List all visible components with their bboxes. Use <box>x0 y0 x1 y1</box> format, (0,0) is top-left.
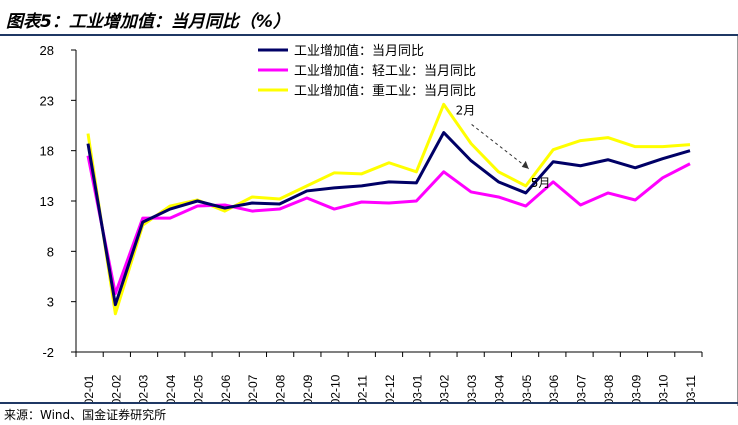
x-tick-label: 02-07 <box>246 374 260 402</box>
x-tick-label: 02-08 <box>274 374 288 402</box>
x-tick-label: 02-09 <box>301 374 315 402</box>
series-line-1 <box>86 155 691 296</box>
x-tick-label: 03-07 <box>575 374 589 402</box>
x-tick-label: 02-05 <box>191 374 205 402</box>
x-tick-label: 03-10 <box>657 374 671 402</box>
x-tick-label: 02-03 <box>137 374 151 402</box>
x-tick-label: 03-11 <box>684 375 698 402</box>
legend-entry: 工业增加值：当月同比 <box>294 43 424 59</box>
series-line-2 <box>86 102 691 316</box>
y-tick-label: 18 <box>40 144 54 159</box>
legend-entry: 工业增加值：轻工业：当月同比 <box>294 63 476 79</box>
annotation-arrow <box>471 124 530 170</box>
legend-entry: 工业增加值：重工业：当月同比 <box>294 83 476 99</box>
line-chart: -2 3 8 13 18 23 28 02-01 02-02 02-03 02-04 02-05 02-… <box>40 43 703 402</box>
x-tick-label: 03-06 <box>547 374 561 402</box>
annotation-arrowhead <box>521 160 529 169</box>
x-tick-label: 02-04 <box>164 374 178 402</box>
y-tick-label: 23 <box>40 93 54 108</box>
footer-divider <box>0 402 738 404</box>
series-line-0 <box>86 131 691 307</box>
x-tick-label: 03-08 <box>602 374 616 402</box>
x-tick-label: 03-03 <box>465 374 479 402</box>
source-note: 来源：Wind、国金证券研究所 <box>4 408 167 422</box>
y-tick-label: 3 <box>47 295 54 310</box>
annotation-label: 2月 <box>456 103 476 117</box>
y-tick-label: 13 <box>40 194 54 209</box>
y-tick-label: -2 <box>42 345 54 360</box>
annotation-label: 5月 <box>531 176 551 190</box>
x-tick-label: 03-01 <box>410 374 424 402</box>
x-tick-label: 02-02 <box>109 374 123 402</box>
title-bar: 图表5：工业增加值：当月同比（%） <box>0 0 738 36</box>
x-tick-label: 03-04 <box>492 374 506 402</box>
x-tick-label: 03-02 <box>438 374 452 402</box>
x-tick-label: 03-05 <box>520 374 534 402</box>
x-tick-label: 03-09 <box>629 374 643 402</box>
y-tick-label: 28 <box>40 43 54 58</box>
x-tick-label: 02-12 <box>383 374 397 402</box>
chart-title: 图表5：工业增加值：当月同比（%） <box>6 12 290 32</box>
x-tick-label: 02-06 <box>219 374 233 402</box>
x-tick-label: 02-11 <box>356 375 370 402</box>
x-tick-label: 02-10 <box>328 374 342 402</box>
x-tick-label: 02-01 <box>82 374 96 402</box>
y-tick-label: 8 <box>47 244 54 259</box>
chart-frame: -2 3 8 13 18 23 28 02-01 02-02 02-03 02-04 02-05 02-… <box>0 36 738 406</box>
